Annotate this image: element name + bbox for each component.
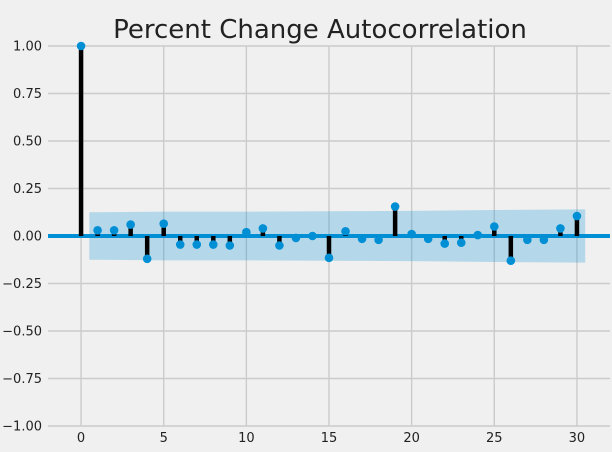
marker-lag-26	[506, 256, 516, 266]
x-tick-label: 15	[321, 431, 338, 446]
y-tick-label: 0.75	[13, 87, 42, 102]
marker-lag-23	[456, 238, 466, 247]
y-tick-label: 0.25	[13, 182, 42, 197]
y-tick-labels: 1.00 0.75 0.50 0.25 0.00 −0.25 −0.50 −0.75 −1.00	[2, 40, 42, 435]
marker-lag-1	[93, 226, 102, 235]
marker-lag-14	[308, 231, 317, 241]
marker-lag-21	[423, 234, 433, 244]
marker-lag-11	[258, 224, 268, 233]
marker-lag-9	[225, 241, 235, 250]
y-tick-label: 1.00	[13, 40, 42, 55]
marker-lag-18	[374, 235, 383, 245]
marker-lag-6	[175, 240, 185, 249]
x-tick-label: 5	[160, 431, 168, 446]
marker-lag-16	[341, 226, 350, 236]
x-tick-labels: 0 5 10 15 20 25 30	[77, 431, 585, 446]
marker-lag-2	[109, 226, 119, 235]
marker-lag-22	[440, 239, 450, 248]
marker-lag-24	[473, 230, 483, 240]
marker-lag-10	[242, 227, 251, 237]
y-tick-label: −1.00	[2, 420, 42, 435]
y-tick-label: 0.00	[13, 230, 42, 245]
marker-lag-17	[357, 234, 367, 244]
marker-lag-4	[142, 254, 152, 264]
marker-lag-29	[556, 224, 565, 233]
y-tick-label: −0.25	[2, 277, 42, 292]
marker-lag-20	[407, 229, 416, 239]
marker-lag-8	[208, 240, 218, 249]
marker-lag-0	[76, 41, 86, 51]
marker-lag-19	[390, 202, 400, 211]
y-tick-label: −0.50	[2, 325, 42, 340]
x-tick-label: 10	[238, 431, 255, 446]
chart-title: Percent Change Autocorrelation	[113, 15, 527, 45]
y-tick-label: 0.50	[13, 135, 42, 150]
x-tick-label: 20	[403, 431, 420, 446]
marker-lag-28	[539, 235, 549, 245]
y-tick-label: −0.75	[2, 372, 42, 387]
marker-lag-7	[192, 240, 202, 249]
marker-lag-25	[489, 222, 499, 231]
marker-lag-12	[275, 241, 284, 250]
marker-lag-5	[159, 219, 169, 228]
marker-lag-15	[324, 253, 334, 263]
markers-layer	[76, 41, 582, 266]
x-tick-label: 0	[77, 431, 85, 446]
marker-lag-3	[126, 220, 135, 229]
x-tick-label: 30	[569, 431, 586, 446]
marker-lag-30	[572, 211, 582, 221]
marker-lag-27	[523, 235, 532, 245]
x-tick-label: 25	[486, 431, 503, 446]
marker-lag-13	[291, 233, 301, 243]
